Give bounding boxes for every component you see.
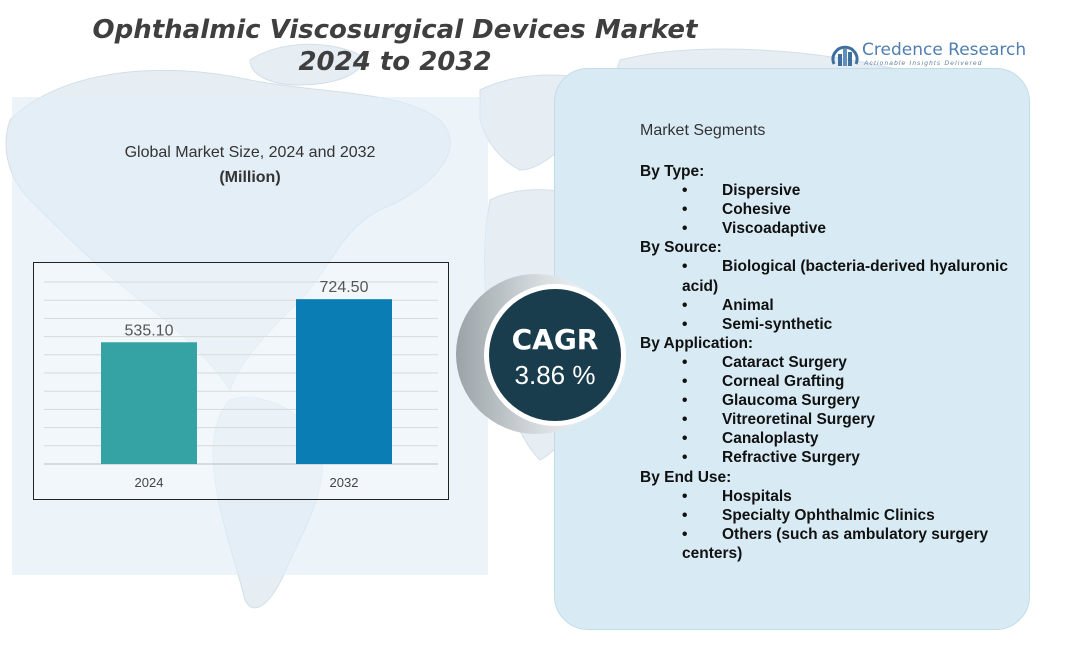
segment-item: • Cohesive: [640, 200, 1020, 219]
segment-item: • Viscoadaptive: [640, 219, 1020, 238]
segment-item: • Glaucoma Surgery: [640, 391, 1020, 410]
segment-item-label: Cohesive: [722, 201, 791, 219]
bullet-icon: •: [682, 353, 688, 371]
segment-item: • Hospitals: [640, 487, 1020, 506]
chart-header: Global Market Size, 2024 and 2032 (Milli…: [12, 140, 488, 190]
segment-item-label: Viscoadaptive: [722, 220, 826, 238]
segment-item: • Specialty Ophthalmic Clinics: [640, 506, 1020, 525]
segments-panel: [554, 68, 1030, 630]
x-tick-label-2032: 2032: [330, 475, 359, 490]
bullet-icon: •: [682, 220, 688, 238]
segment-item: • Animal: [640, 296, 1020, 315]
data-label-2024: 535.10: [125, 322, 174, 339]
segment-item: • Others (such as ambulatory surgery cent…: [640, 525, 1020, 563]
segment-item-label: Canaloplasty: [722, 430, 819, 448]
bullet-icon: •: [682, 487, 688, 505]
x-tick-label-2024: 2024: [135, 475, 164, 490]
segment-category: By Application:: [640, 334, 754, 352]
segment-item-label: Refractive Surgery: [722, 449, 860, 467]
segment-item-label: Animal: [722, 296, 774, 314]
segment-item: • Corneal Grafting: [640, 372, 1020, 391]
data-label-2032: 724.50: [320, 279, 369, 296]
bullet-icon: •: [682, 315, 688, 333]
segment-category: By Source:: [640, 239, 722, 257]
segment-item: • Biological (bacteria-derived hyaluronic…: [640, 257, 1020, 295]
page-title: Ophthalmic Viscosurgical Devices Market …: [90, 14, 700, 78]
segment-item-label: Semi-synthetic: [722, 315, 833, 333]
segment-item: • Vitreoretinal Surgery: [640, 410, 1020, 429]
segment-item: • Dispersive: [640, 181, 1020, 200]
segments-heading: Market Segments: [640, 122, 766, 139]
bullet-icon: •: [682, 430, 688, 448]
segments-list: By Type: • Dispersive • Cohesive • Viscoadapti…: [640, 162, 1020, 563]
segment-item: • Semi-synthetic: [640, 315, 1020, 334]
segment-item-label: Specialty Ophthalmic Clinics: [722, 506, 935, 524]
chart-frame: 535.10 2024 724.50 2032: [33, 262, 449, 500]
logo-tagline: Actionable Insights Delivered: [864, 60, 983, 67]
segment-category: By Type:: [640, 163, 705, 180]
cagr-badge: CAGR 3.86 %: [484, 284, 626, 426]
segment-item-label: Vitreoretinal Surgery: [722, 411, 876, 429]
bullet-icon: •: [682, 506, 688, 524]
credence-research-logo: Credence Research Actionable Insights De…: [830, 40, 1026, 70]
bullet-icon: •: [682, 449, 688, 467]
bar-chart-circle-icon: [831, 45, 859, 66]
chart-subtitle: (Million): [219, 169, 281, 186]
bar-chart: 535.10 2024 724.50 2032: [44, 279, 438, 490]
bullet-icon: •: [682, 258, 688, 276]
segment-item: • Refractive Surgery: [640, 448, 1020, 467]
cagr-label: CAGR: [511, 323, 599, 356]
segment-item-label: Corneal Grafting: [722, 373, 845, 391]
bullet-icon: •: [682, 411, 688, 429]
bullet-icon: •: [682, 182, 688, 200]
bullet-icon: •: [682, 525, 688, 543]
bar-2032: [296, 299, 392, 464]
bar-2024: [101, 342, 197, 464]
chart-panel: [12, 97, 488, 575]
chart-title: Global Market Size, 2024 and 2032: [124, 144, 376, 161]
segment-item-label: Hospitals: [722, 487, 792, 505]
segment-item: • Cataract Surgery: [640, 353, 1020, 372]
segment-item-label: Dispersive: [722, 182, 801, 200]
segment-item-label: Glaucoma Surgery: [722, 392, 860, 410]
segment-item-label: Biological (bacteria-derived hyaluronic …: [682, 258, 1008, 295]
cagr-value: 3.86 %: [514, 360, 596, 390]
title-line-1: Ophthalmic Viscosurgical Devices Market: [92, 15, 698, 45]
logo-name: Credence Research: [862, 40, 1027, 60]
bullet-icon: •: [682, 201, 688, 219]
segment-item-label: Cataract Surgery: [722, 353, 847, 371]
segment-item: • Canaloplasty: [640, 429, 1020, 448]
segment-category: By End Use:: [640, 468, 732, 486]
bullet-icon: •: [682, 296, 688, 314]
bullet-icon: •: [682, 392, 688, 410]
bullet-icon: •: [682, 373, 688, 391]
segment-item-label: Others (such as ambulatory surgery cente…: [682, 525, 989, 562]
title-line-2: 2024 to 2032: [298, 47, 492, 77]
